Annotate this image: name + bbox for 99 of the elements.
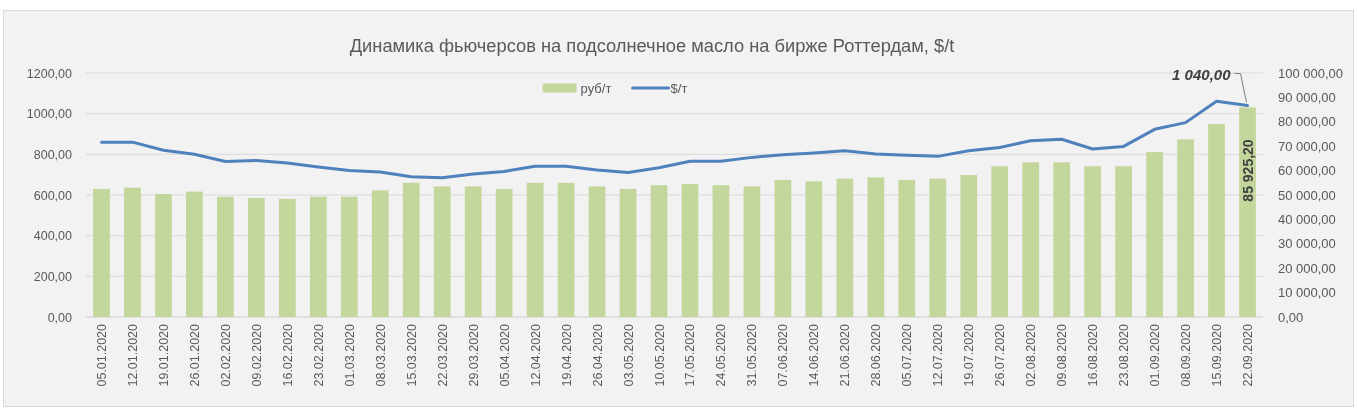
x-tick-label: 22.09.2020 [1241,323,1256,387]
bar [960,174,978,317]
bar [309,196,327,317]
x-tick-label: 07.06.2020 [776,323,791,387]
x-tick-label: 14.06.2020 [807,323,822,387]
chart-title: Динамика фьючерсов на подсолнечное масло на бирже Роттердам, $/t [349,35,955,56]
y2-tick-label: 40 000,00 [1278,211,1336,227]
x-tick-label: 02.08.2020 [1024,323,1039,387]
bar [278,198,296,317]
bar [186,191,203,317]
bar [93,188,110,317]
bar [495,188,513,317]
bar [867,177,885,317]
bar [712,185,730,317]
bar [1084,166,1102,317]
y2-tick-label: 0,00 [1278,309,1304,325]
bar [1208,124,1225,317]
bar [929,178,947,317]
bar [340,196,358,317]
bar [681,184,699,317]
bar [371,190,389,317]
legend-label: руб/т [580,80,612,96]
bar [402,182,420,317]
x-tick-label: 26.04.2020 [590,323,605,387]
x-tick-label: 23.02.2020 [311,323,326,387]
x-tick-label: 12.04.2020 [528,323,543,387]
bar [836,178,854,317]
x-tick-label: 22.03.2020 [435,323,450,387]
data-label: 85 925,20 [1239,139,1256,202]
bar [774,179,792,317]
y-tick-label: 400,00 [33,229,73,244]
bar [1239,107,1256,317]
y2-tick-label: 80 000,00 [1278,114,1336,130]
bar [124,187,141,317]
bar [155,194,172,317]
y-tick-label: 800,00 [33,147,73,162]
bar [526,182,544,317]
bar [1022,162,1040,317]
y2-tick-label: 30 000,00 [1278,236,1336,252]
x-tick-label: 26.01.2020 [187,323,202,387]
y2-tick-label: 100 000,00 [1278,65,1344,81]
bar [650,185,668,317]
y2-tick-label: 60 000,00 [1278,163,1336,179]
y2-tick-label: 70 000,00 [1278,138,1336,154]
y2-tick-label: 50 000,00 [1278,187,1336,203]
y-tick-label: 600,00 [33,188,73,203]
y2-tick-label: 10 000,00 [1278,285,1336,301]
bar [557,182,575,317]
x-tick-label: 28.06.2020 [869,323,884,387]
x-tick-label: 31.05.2020 [745,323,760,387]
bar [433,186,451,317]
bar [1146,152,1163,317]
bar [898,179,916,317]
x-tick-label: 05.07.2020 [900,323,915,387]
x-tick-label: 24.05.2020 [714,323,729,387]
x-tick-label: 12.01.2020 [125,323,140,387]
y-tick-label: 1000,00 [26,107,73,122]
y2-tick-label: 90 000,00 [1278,89,1336,105]
x-tick-label: 23.08.2020 [1117,323,1132,387]
x-tick-label: 16.02.2020 [280,323,295,387]
x-tick-label: 01.09.2020 [1148,323,1163,387]
bar [619,188,637,317]
x-tick-label: 19.07.2020 [962,323,977,387]
x-tick-label: 17.05.2020 [683,323,698,387]
x-tick-label: 08.03.2020 [373,323,388,387]
x-tick-label: 15.09.2020 [1210,323,1225,387]
x-tick-label: 03.05.2020 [621,323,636,387]
bar [217,196,234,317]
x-tick-label: 05.04.2020 [497,323,512,387]
bar [1115,166,1132,317]
bar [743,186,761,317]
bar [247,197,265,317]
x-tick-label: 29.03.2020 [466,323,481,387]
x-tick-label: 10.05.2020 [652,323,667,387]
bar [1177,139,1194,317]
bar [991,166,1009,317]
data-label: 1 040,00 [1172,65,1232,83]
x-tick-label: 08.09.2020 [1179,323,1194,387]
x-tick-label: 16.08.2020 [1086,323,1101,387]
x-tick-label: 15.03.2020 [404,323,419,387]
x-tick-label: 21.06.2020 [838,323,853,387]
y2-tick-label: 20 000,00 [1278,260,1336,276]
bar [1053,162,1071,317]
y-tick-label: 0,00 [47,310,73,325]
bar [588,186,606,317]
bar [464,186,482,317]
x-tick-label: 19.04.2020 [559,323,574,387]
x-tick-label: 09.02.2020 [249,323,264,387]
x-tick-label: 12.07.2020 [931,323,946,387]
x-tick-label: 05.01.2020 [94,323,109,387]
x-tick-label: 02.02.2020 [218,323,233,387]
x-tick-label: 01.03.2020 [342,323,357,387]
bar [805,181,823,317]
legend-label: $/т [670,80,688,96]
x-tick-label: 09.08.2020 [1055,323,1070,387]
x-tick-label: 26.07.2020 [993,323,1008,387]
x-tick-label: 19.01.2020 [156,323,171,387]
y-tick-label: 1200,00 [26,66,73,81]
y-tick-label: 200,00 [33,269,73,284]
